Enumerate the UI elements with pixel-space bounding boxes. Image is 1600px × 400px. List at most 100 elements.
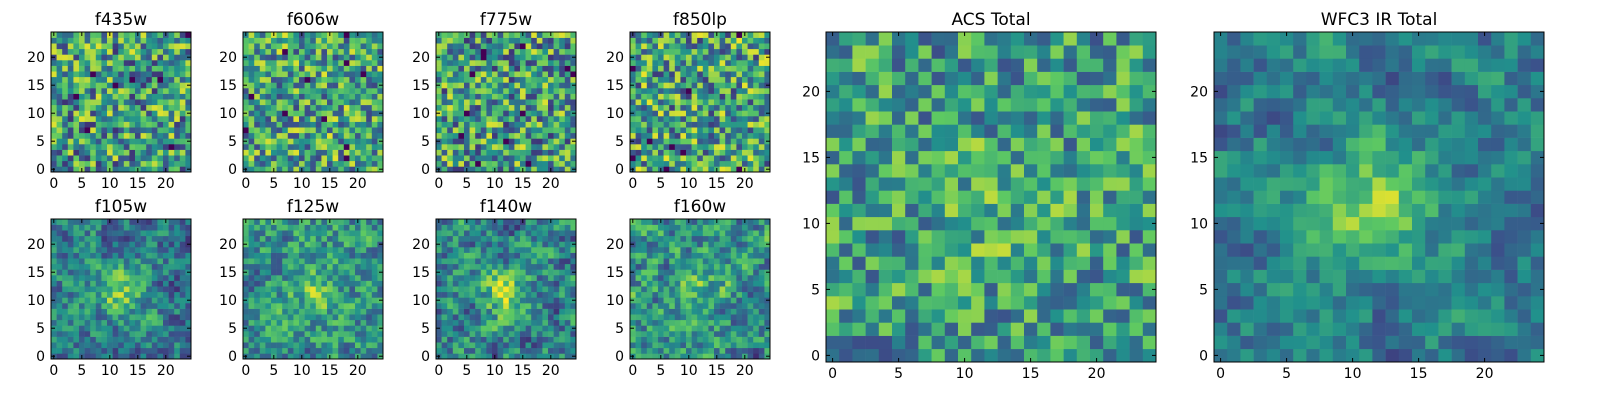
heatmap-cell (536, 247, 543, 253)
heatmap-cell (243, 342, 249, 349)
heatmap-cell (663, 110, 670, 117)
heatmap-cell (151, 60, 158, 66)
heatmap-cell (56, 65, 63, 72)
heatmap-cell (282, 347, 289, 354)
heatmap-cell (118, 252, 125, 259)
heatmap-cell (691, 110, 698, 117)
heatmap-cell (79, 275, 85, 281)
heatmap-cell (276, 132, 283, 139)
heatmap-cell (452, 82, 459, 89)
heatmap-cell (452, 99, 459, 106)
heatmap-cell (343, 48, 350, 55)
heatmap-cell (90, 43, 97, 50)
heatmap-cell (248, 71, 255, 78)
heatmap-cell (146, 65, 153, 72)
heatmap-cell (118, 43, 125, 50)
heatmap-cell (343, 297, 350, 304)
heatmap-cell (686, 314, 692, 321)
heatmap-cell (259, 65, 266, 72)
heatmap-cell (564, 132, 571, 139)
heatmap-cell (377, 160, 384, 167)
heatmap-cell (469, 275, 476, 281)
heatmap-cell (135, 258, 141, 265)
heatmap-cell (146, 235, 153, 242)
heatmap-cell (282, 166, 289, 173)
heatmap-cell (680, 48, 687, 55)
heatmap-cell (542, 104, 549, 111)
heatmap-cell (332, 60, 339, 66)
heatmap-cell (343, 144, 350, 150)
heatmap-cell (349, 43, 356, 50)
heatmap-cell (310, 308, 317, 315)
heatmap-cell (321, 286, 328, 293)
heatmap-cell (635, 160, 642, 167)
y-tick-label: 20 (606, 50, 624, 66)
heatmap-cell (174, 127, 181, 134)
heatmap-cell (90, 275, 97, 281)
heatmap-cell (663, 160, 670, 167)
heatmap-cell (360, 219, 367, 225)
heatmap-cell (747, 280, 754, 287)
heatmap-cell (112, 331, 119, 337)
heatmap-cell (635, 127, 642, 134)
heatmap-cell (304, 224, 311, 231)
heatmap-cell (447, 82, 454, 89)
y-tick-label: 10 (412, 293, 430, 309)
heatmap-cell (349, 127, 356, 134)
heatmap-cell (146, 230, 153, 237)
heatmap-cell (355, 258, 361, 265)
heatmap-cell (730, 93, 737, 100)
heatmap-cell (458, 149, 465, 156)
heatmap-cell (282, 224, 289, 231)
heatmap-cell (265, 166, 272, 173)
heatmap-cell (536, 104, 543, 111)
heatmap-cell (265, 275, 272, 281)
heatmap-cell (276, 121, 283, 128)
heatmap-cell (179, 99, 186, 106)
heatmap-cell (67, 155, 74, 162)
heatmap-cell (163, 230, 169, 237)
heatmap-cell (174, 308, 181, 315)
heatmap-cell (480, 291, 487, 298)
heatmap-cell (84, 132, 91, 139)
heatmap-cell (140, 121, 147, 128)
heatmap-cell (265, 353, 272, 360)
heatmap-cell (447, 275, 454, 281)
heatmap-cell (179, 144, 186, 150)
heatmap-cell (349, 331, 356, 337)
heatmap-cell (254, 149, 261, 156)
heatmap-cell (366, 99, 373, 106)
heatmap-cell (163, 76, 169, 83)
heatmap-cell (630, 132, 636, 139)
heatmap-cell (327, 132, 333, 139)
heatmap-cell (480, 280, 487, 287)
heatmap-cell (293, 54, 300, 61)
heatmap-cell (310, 76, 317, 83)
heatmap-cell (360, 353, 367, 360)
heatmap-cell (321, 166, 328, 173)
heatmap-cell (475, 88, 482, 94)
heatmap-cell (84, 138, 91, 145)
heatmap-cell (254, 99, 261, 106)
heatmap-cell (475, 82, 482, 89)
heatmap-cell (282, 297, 289, 304)
heatmap-cell (73, 241, 80, 248)
heatmap-cell (101, 60, 108, 66)
heatmap-cell (548, 155, 554, 162)
heatmap-cell (304, 116, 311, 122)
heatmap-cell (299, 76, 305, 83)
heatmap-cell (73, 71, 80, 78)
heatmap-cell (753, 138, 760, 145)
heatmap-cell (343, 325, 350, 332)
heatmap-cell (101, 48, 108, 55)
heatmap-cell (458, 65, 465, 72)
heatmap-cell (360, 32, 367, 38)
heatmap-cell (686, 99, 692, 106)
heatmap-cell (553, 88, 560, 94)
heatmap-cell (259, 88, 266, 94)
heatmap-cell (503, 43, 510, 50)
heatmap-cell (536, 258, 543, 265)
heatmap-cell (520, 291, 526, 298)
heatmap-cell (163, 331, 169, 337)
heatmap-cell (243, 88, 249, 94)
